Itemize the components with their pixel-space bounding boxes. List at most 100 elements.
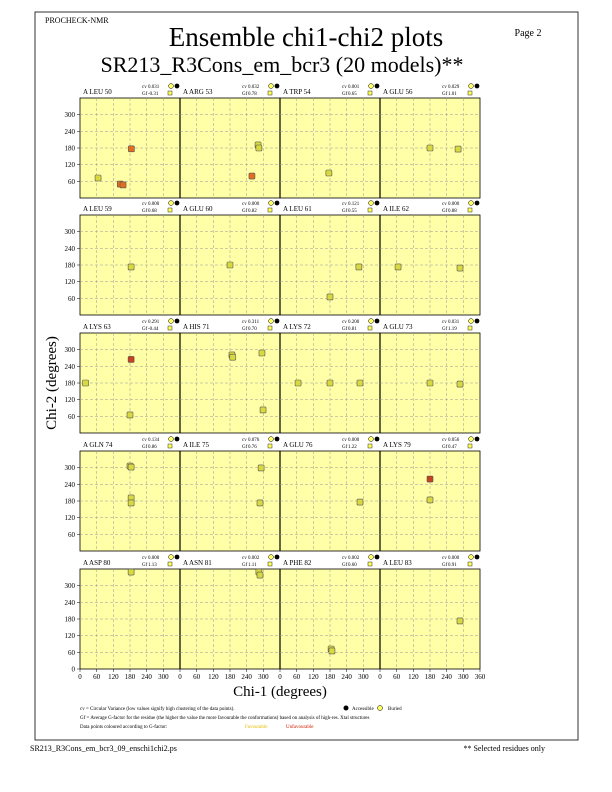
- data-point: [325, 169, 333, 177]
- cv-prefix: cv: [142, 85, 147, 90]
- gf-swatch: [367, 443, 373, 449]
- cv-icon: [468, 554, 474, 560]
- x-tick-label: 60: [193, 673, 201, 681]
- y-tick-label: 120: [65, 396, 76, 404]
- x-tick-label: 240: [241, 673, 252, 681]
- gf-prefix: Gf: [342, 327, 348, 332]
- subtitle: SR213_R3Cons_em_bcr3 (20 models)**: [101, 52, 464, 77]
- residue-label: A TRP 54: [283, 88, 311, 96]
- cv-value: 0.000: [148, 556, 160, 561]
- residue-label: A GLN 74: [83, 441, 113, 449]
- y-tick-label: 120: [65, 514, 76, 522]
- y-tick-label: 300: [65, 111, 76, 119]
- cv-prefix: cv: [142, 202, 147, 207]
- data-point: [456, 380, 464, 388]
- residue-label: A GLU 60: [183, 205, 213, 213]
- x-tick-label: 300: [358, 673, 369, 681]
- residue-label: A LEU 61: [283, 205, 312, 213]
- data-point: [356, 498, 364, 506]
- title: Ensemble chi1-chi2 plots: [169, 22, 443, 52]
- y-tick-label: 240: [65, 128, 76, 136]
- y-tick-label: 60: [68, 649, 76, 657]
- data-point: [394, 263, 402, 271]
- data-point: [127, 463, 135, 471]
- access-icon: [474, 436, 480, 442]
- access-icon: [274, 83, 280, 89]
- buried-icon: [377, 705, 383, 711]
- legend-accessible: Accessible: [352, 707, 374, 712]
- residue-label: A ILE 75: [183, 441, 210, 449]
- y-tick-label: 240: [65, 481, 76, 489]
- access-icon: [374, 200, 380, 206]
- y-tick-label: 240: [65, 599, 76, 607]
- cv-value: 0.000: [348, 438, 360, 443]
- data-point: [259, 406, 267, 414]
- x-tick-label: 60: [393, 673, 401, 681]
- residue-label: A ASN 81: [183, 559, 212, 567]
- residue-label: A LEU 50: [83, 88, 112, 96]
- residue-label: A ASP 80: [83, 559, 111, 567]
- cv-prefix: cv: [242, 556, 247, 561]
- x-tick-label: 240: [141, 673, 152, 681]
- cv-prefix: cv: [342, 85, 347, 90]
- gf-prefix: Gf: [242, 92, 248, 97]
- access-icon: [174, 83, 180, 89]
- cv-icon: [368, 554, 374, 560]
- gf-value: -0.31: [148, 92, 159, 97]
- cv-value: 0.200: [348, 320, 360, 325]
- y-tick-label: 180: [65, 262, 76, 270]
- cv-prefix: cv: [242, 320, 247, 325]
- cv-value: 0.291: [148, 320, 160, 325]
- data-point: [456, 617, 464, 625]
- x-tick-label: 120: [308, 673, 319, 681]
- gf-swatch: [267, 90, 273, 96]
- x-tick-label: 240: [441, 673, 452, 681]
- cv-value: 0.134: [148, 438, 160, 443]
- gf-prefix: Gf: [142, 92, 148, 97]
- x-tick-label: 60: [293, 673, 301, 681]
- gf-prefix: Gf: [442, 327, 448, 332]
- cv-prefix: cv: [242, 438, 247, 443]
- cv-icon: [168, 318, 174, 324]
- x-tick-label: 180: [225, 673, 236, 681]
- x-tick-label: 300: [158, 673, 169, 681]
- cv-value: 0.002: [348, 556, 360, 561]
- cv-prefix: cv: [142, 320, 147, 325]
- residue-label: A HIS 71: [183, 323, 210, 331]
- x-tick-label: 180: [125, 673, 136, 681]
- data-point: [128, 145, 135, 153]
- cv-value: 0.029: [448, 85, 460, 90]
- gf-value: 0.68: [148, 209, 157, 214]
- cv-icon: [268, 554, 274, 560]
- y-tick-label: 0: [72, 666, 76, 674]
- cv-prefix: cv: [342, 556, 347, 561]
- residue-label: A GLU 56: [383, 88, 413, 96]
- x-tick-label: 180: [325, 673, 336, 681]
- cv-value: 0.002: [248, 556, 260, 561]
- gf-value: 0.76: [248, 445, 257, 450]
- x-tick-label: 360: [475, 673, 486, 681]
- y-tick-label: 300: [65, 582, 76, 590]
- gf-prefix: Gf: [442, 209, 448, 214]
- gf-value: 0.70: [248, 327, 257, 332]
- cv-prefix: cv: [242, 202, 247, 207]
- data-point: [426, 144, 434, 152]
- gf-prefix: Gf: [342, 92, 348, 97]
- residue-label: A LEU 83: [383, 559, 412, 567]
- gf-prefix: Gf: [242, 563, 248, 568]
- y-tick-label: 240: [65, 363, 76, 371]
- gf-swatch: [367, 325, 373, 331]
- cv-prefix: cv: [342, 438, 347, 443]
- data-point: [326, 293, 334, 301]
- data-point: [356, 379, 364, 387]
- cv-value: 0.031: [448, 320, 460, 325]
- cv-icon: [468, 83, 474, 89]
- gf-swatch: [167, 325, 173, 331]
- cv-prefix: cv: [442, 85, 447, 90]
- cv-value: 0.000: [448, 556, 460, 561]
- residue-label: A GLU 76: [283, 441, 313, 449]
- gf-prefix: Gf: [142, 563, 148, 568]
- data-point: [127, 568, 135, 576]
- x-tick-label: 0: [178, 673, 182, 681]
- data-point: [119, 181, 127, 189]
